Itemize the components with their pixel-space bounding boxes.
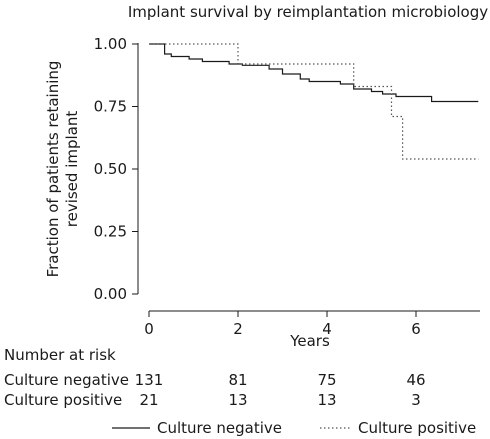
risk-count-culture-positive: 13 — [317, 391, 336, 409]
risk-count-culture-negative: 81 — [228, 371, 247, 389]
legend-label-culture-negative: Culture negative — [157, 419, 282, 437]
legend-label-culture-positive: Culture positive — [358, 419, 476, 437]
risk-count-culture-negative: 75 — [317, 371, 336, 389]
risk-row-label-culture-negative: Culture negative — [4, 371, 129, 389]
risk-count-culture-positive: 13 — [228, 391, 247, 409]
risk-table-title: Number at risk — [4, 346, 116, 364]
risk-row-label-culture-positive: Culture positive — [4, 391, 122, 409]
series-line-culture-positive — [149, 43, 479, 160]
x-tick-label: 0 — [144, 320, 154, 338]
y-axis-label: Fraction of patients retaining revised i… — [44, 61, 81, 278]
x-ticks: 0 2 4 6 — [144, 311, 421, 338]
risk-table-rows: Culture negative 131 81 75 46 Culture positiv… — [4, 371, 426, 409]
chart-title: Implant survival by reimplantation micro… — [128, 3, 488, 21]
x-tick-label: 4 — [322, 320, 332, 338]
y-ticks: 0.00 0.25 0.50 0.75 1.00 — [94, 35, 138, 303]
y-axis-label-line-1: Fraction of patients retaining — [44, 61, 62, 278]
y-tick-label: 0.75 — [94, 98, 127, 116]
risk-count-culture-positive: 3 — [411, 391, 421, 409]
risk-table: Number at risk Culture negative 131 81 75 46… — [4, 346, 426, 409]
x-axis-label: Years — [289, 332, 330, 350]
series-line-culture-negative — [149, 43, 479, 103]
legend: Culture negative Culture positive — [112, 419, 476, 437]
y-tick-label: 0.25 — [94, 223, 127, 241]
y-tick-label: 0.50 — [94, 160, 127, 178]
y-tick-label: 1.00 — [94, 35, 127, 53]
x-tick-label: 2 — [233, 320, 243, 338]
risk-count-culture-negative: 46 — [406, 371, 425, 389]
y-tick-label: 0.00 — [94, 285, 127, 303]
risk-count-culture-positive: 21 — [139, 391, 158, 409]
risk-count-culture-negative: 131 — [135, 371, 164, 389]
series-layer — [149, 43, 479, 160]
y-axis-label-line-2: revised implant — [63, 111, 81, 228]
x-tick-label: 6 — [411, 320, 421, 338]
